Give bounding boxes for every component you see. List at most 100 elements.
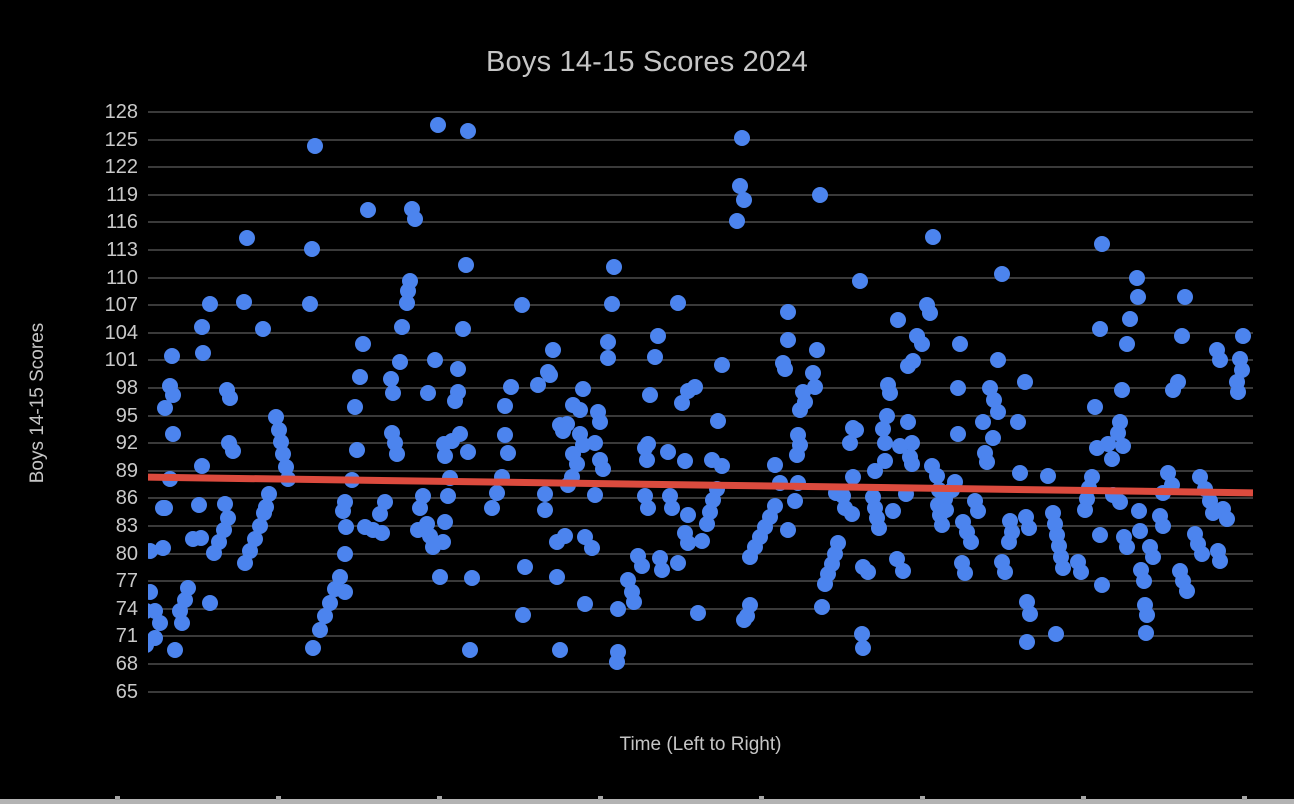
data-point	[437, 448, 453, 465]
data-point	[394, 319, 410, 336]
data-point	[1130, 288, 1146, 305]
data-point	[606, 258, 622, 275]
data-point	[1145, 549, 1161, 566]
gridline	[148, 552, 1253, 555]
data-point	[317, 608, 333, 625]
data-point	[792, 436, 808, 453]
data-point	[587, 486, 603, 503]
gridline	[148, 414, 1253, 417]
data-point	[164, 347, 180, 364]
data-point	[1112, 413, 1128, 430]
data-point	[1040, 468, 1056, 485]
data-point	[1012, 464, 1028, 481]
data-point	[155, 540, 171, 556]
data-point	[729, 213, 745, 230]
data-point	[680, 535, 696, 552]
data-point	[252, 517, 268, 534]
data-point	[595, 460, 611, 477]
sheet-bottom-scrollbar[interactable]	[0, 796, 1294, 804]
data-point	[497, 398, 513, 415]
data-point	[855, 640, 871, 657]
data-point	[1212, 352, 1228, 369]
gridline	[148, 690, 1253, 693]
data-point	[1073, 563, 1089, 580]
data-point	[797, 393, 813, 410]
data-point	[165, 387, 181, 404]
data-point	[304, 241, 320, 258]
data-point	[302, 296, 318, 313]
data-point	[1119, 335, 1135, 352]
data-point	[639, 451, 655, 468]
data-point	[225, 442, 241, 459]
data-point	[389, 446, 405, 463]
data-point	[194, 458, 210, 475]
data-point	[552, 642, 568, 659]
data-point	[1212, 552, 1228, 569]
data-point	[852, 273, 868, 290]
data-point	[1194, 546, 1210, 563]
data-point	[642, 387, 658, 404]
data-point	[217, 495, 233, 512]
data-point	[255, 321, 271, 338]
data-point	[460, 123, 476, 140]
data-point	[844, 505, 860, 522]
data-point	[947, 473, 963, 490]
data-point	[587, 435, 603, 452]
data-point	[152, 615, 168, 632]
data-point	[584, 540, 600, 556]
data-point	[337, 545, 353, 562]
data-point	[952, 335, 968, 352]
data-point	[670, 295, 686, 312]
data-point	[970, 503, 986, 520]
data-point	[1230, 383, 1246, 400]
data-point	[1119, 539, 1135, 556]
scrollbar-notch	[1242, 796, 1247, 800]
data-point	[1131, 503, 1147, 520]
data-point	[222, 390, 238, 407]
data-point	[1155, 517, 1171, 534]
data-point	[452, 425, 468, 442]
y-tick-label: 65	[115, 680, 138, 703]
gridline	[148, 331, 1253, 334]
data-point	[455, 321, 471, 338]
data-point	[402, 273, 418, 290]
data-point	[1094, 576, 1110, 593]
data-point	[258, 498, 274, 515]
data-point	[337, 584, 353, 601]
data-point	[515, 607, 531, 624]
data-point	[654, 562, 670, 579]
y-tick-label: 71	[115, 625, 138, 648]
data-point	[1104, 450, 1120, 467]
gridline	[148, 221, 1253, 224]
data-point	[275, 446, 291, 463]
data-point	[807, 379, 823, 396]
y-tick-label: 128	[104, 101, 138, 123]
data-point	[435, 534, 451, 551]
data-point	[1010, 413, 1026, 430]
data-point	[202, 296, 218, 313]
data-point	[814, 598, 830, 615]
data-point	[592, 413, 608, 430]
data-point	[626, 594, 642, 611]
data-point	[177, 592, 193, 609]
data-point	[877, 452, 893, 469]
data-point	[938, 502, 954, 519]
data-point	[392, 354, 408, 371]
data-point	[442, 470, 458, 487]
y-tick-label: 104	[104, 321, 138, 344]
data-point	[352, 368, 368, 385]
data-point	[322, 595, 338, 612]
data-point	[355, 335, 371, 352]
data-point	[1122, 310, 1138, 327]
data-point	[934, 517, 950, 533]
data-point	[1164, 476, 1180, 493]
data-point	[600, 333, 616, 350]
plot-area[interactable]	[148, 100, 1253, 700]
data-point	[280, 471, 296, 488]
data-point	[610, 600, 626, 617]
data-point	[742, 597, 758, 614]
scrollbar-notch	[115, 796, 120, 800]
y-tick-label: 92	[115, 432, 138, 455]
data-point	[997, 563, 1013, 580]
data-point	[569, 456, 585, 473]
